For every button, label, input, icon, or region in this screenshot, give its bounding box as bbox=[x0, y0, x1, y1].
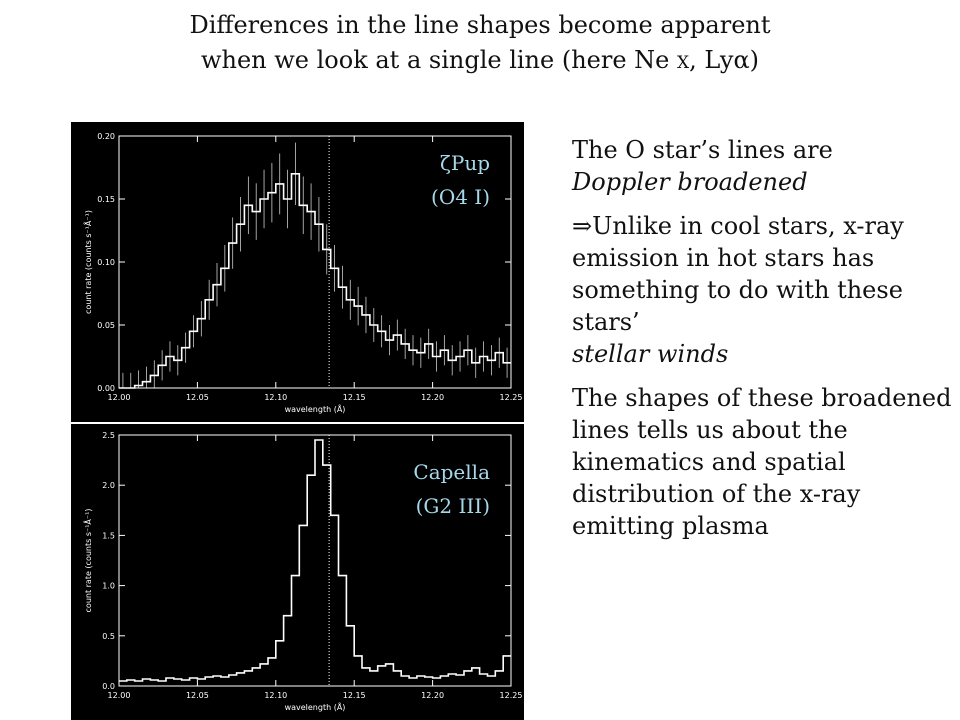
zeta-pup-star-name: ζPup bbox=[440, 151, 490, 175]
title-line-1: Differences in the line shapes become ap… bbox=[189, 11, 771, 39]
capella-spectrum-chart: 12.00 12.05 12.10 12.15 12.20 12.25 0.0 0.5 1.0 1… bbox=[82, 431, 523, 712]
chart0-x-tick-label: 12.00 bbox=[108, 393, 131, 402]
chart0-x-axis-label: wavelength (Å) bbox=[285, 403, 346, 414]
chart1-x-tick-label: 12.05 bbox=[186, 691, 209, 700]
title-line-2: when we look at a single line (here Ne X… bbox=[0, 43, 960, 81]
chart1-x-tick-label: 12.10 bbox=[264, 691, 287, 700]
chart0-y-tick-label: 0.05 bbox=[97, 321, 115, 330]
implies-symbol: ⇒ bbox=[572, 212, 593, 240]
zeta-pup-label: ζPup (O4 I) bbox=[431, 146, 490, 214]
paragraph-doppler: The O star’s lines are Doppler broadened bbox=[572, 134, 952, 198]
chart1-x-tick-label: 12.15 bbox=[343, 691, 366, 700]
chart1-y-tick-label: 2.5 bbox=[102, 431, 115, 440]
explanation-text: The O star’s lines are Doppler broadened… bbox=[572, 134, 952, 554]
capella-star-name: Capella bbox=[413, 460, 490, 484]
chart1-histogram-line bbox=[119, 439, 511, 682]
chart1-x-tick-label: 12.20 bbox=[421, 691, 444, 700]
chart1-y-tick-label: 0.5 bbox=[102, 632, 115, 641]
chart0-y-tick-label: 0.15 bbox=[97, 195, 115, 204]
chart0-x-tick-label: 12.10 bbox=[264, 393, 287, 402]
zeta-pup-spectral-type: (O4 I) bbox=[431, 185, 490, 209]
title-line-2-post: , Lyα) bbox=[689, 46, 760, 74]
paragraph-winds: ⇒Unlike in cool stars, x-ray emission in… bbox=[572, 210, 952, 370]
chart1-y-tick-label: 1.0 bbox=[102, 582, 115, 591]
paragraph-winds-body: Unlike in cool stars, x-ray emission in … bbox=[572, 212, 904, 336]
chart1-y-tick-label: 0.0 bbox=[102, 682, 115, 691]
chart0-x-tick-label: 12.20 bbox=[421, 393, 444, 402]
chart1-y-tick-label: 2.0 bbox=[102, 481, 115, 490]
paragraph-winds-emphasis: stellar winds bbox=[572, 340, 729, 368]
capella-spectral-type: (G2 III) bbox=[415, 494, 490, 518]
chart1-x-tick-label: 12.00 bbox=[108, 691, 131, 700]
chart0-histogram-line bbox=[119, 173, 511, 389]
chart0-x-tick-label: 12.05 bbox=[186, 393, 209, 402]
chart1-x-axis-label: wavelength (Å) bbox=[285, 701, 346, 712]
paragraph-doppler-lead: The O star’s lines are bbox=[572, 136, 833, 164]
chart1-x-tick-label: 12.25 bbox=[500, 691, 523, 700]
slide-title: Differences in the line shapes become ap… bbox=[0, 8, 960, 81]
chart0-x-tick-label: 12.25 bbox=[500, 393, 523, 402]
chart0-y-tick-label: 0.20 bbox=[97, 132, 115, 141]
zeta-pup-spectrum-panel: 12.00 12.05 12.10 12.15 12.20 12.25 0.00 0.05 0.… bbox=[71, 122, 524, 422]
zeta-pup-spectrum-chart: 12.00 12.05 12.10 12.15 12.20 12.25 0.00 0.05 0.… bbox=[82, 132, 523, 414]
chart1-y-axis-label: count rate (counts s⁻¹Å⁻¹) bbox=[82, 509, 93, 613]
chart1-plot-frame bbox=[118, 434, 512, 687]
chart0-x-tick-label: 12.15 bbox=[343, 393, 366, 402]
chart0-y-tick-label: 0.00 bbox=[97, 384, 115, 393]
chart0-y-tick-label: 0.10 bbox=[97, 258, 115, 267]
paragraph-doppler-emphasis: Doppler broadened bbox=[572, 168, 808, 196]
title-line-2-pre: when we look at a single line (here Ne bbox=[200, 46, 678, 74]
capella-label: Capella (G2 III) bbox=[413, 455, 490, 523]
paragraph-shapes: The shapes of these broadened lines tell… bbox=[572, 384, 952, 540]
chart1-y-tick-label: 1.5 bbox=[102, 531, 115, 540]
capella-spectrum-panel: 12.00 12.05 12.10 12.15 12.20 12.25 0.0 0.5 1.0 1… bbox=[71, 424, 524, 720]
chart0-y-axis-label: count rate (counts s⁻¹Å⁻¹) bbox=[82, 210, 93, 314]
title-ion-numeral: X bbox=[677, 53, 690, 73]
